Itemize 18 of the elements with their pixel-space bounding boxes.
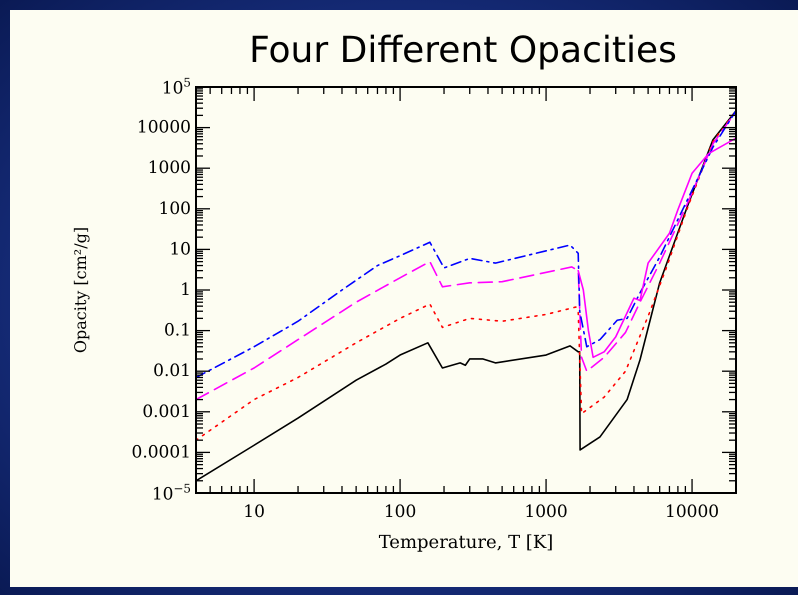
y-tick-label: 0.01 [153,361,191,382]
y-tick-label: 0.001 [142,402,191,422]
y-tick-label: 100 [158,198,191,219]
x-tick-label: 10 [243,502,265,522]
x-axis-title: Temperature, T [K] [378,532,554,553]
y-tick-label: 1 [180,280,191,300]
y-tick-label: 0.1 [164,320,191,341]
x-tick-label: 10000 [665,502,720,522]
y-tick-label: 10000 [136,118,191,138]
y-tick-label: 10$^{5}$ [162,76,191,98]
y-tick-label: 1000 [148,158,191,178]
x-tick-label: 100 [384,502,416,522]
y-tick-label: 0.0001 [132,442,191,462]
x-tick-label: 1000 [524,502,568,522]
y-tick-label: 10 [169,239,191,260]
chart-title: Four Different Opacities [249,30,677,71]
y-tick-label: 10$^{−5}$ [152,482,191,504]
y-axis-title: Opacity [cm²/g] [71,226,90,354]
